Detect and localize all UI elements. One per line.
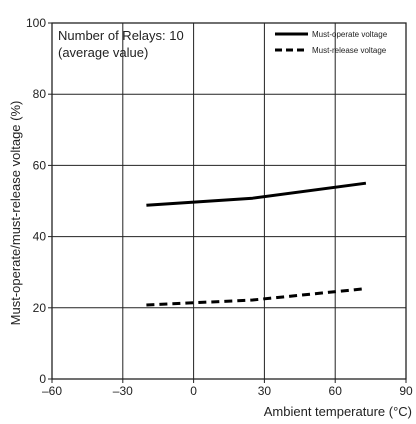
series-layer (146, 181, 367, 307)
annotation-relay-count: Number of Relays: 10 (58, 28, 184, 43)
y-tick-labels: 0 20 40 60 80 100 (26, 16, 52, 386)
legend: Must-operate voltage Must-release voltag… (275, 30, 388, 55)
x-tick-label-1: –30 (113, 384, 133, 398)
annotation-average: (average value) (58, 45, 148, 60)
x-tick-label-2: 0 (190, 384, 197, 398)
grid-lines (52, 23, 406, 379)
legend-label-must-release: Must-release voltage (312, 46, 387, 55)
y-tick-label-0: 0 (39, 372, 46, 386)
y-tick-label-4: 80 (33, 87, 47, 101)
plot-frame (51, 22, 407, 380)
series-line-must-operate (146, 181, 367, 207)
x-tick-label-0: –60 (42, 384, 62, 398)
x-tick-label-5: 90 (399, 384, 413, 398)
x-tick-label-3: 30 (258, 384, 272, 398)
y-axis-label: Must-operate/must-release voltage (%) (8, 101, 23, 326)
series-line-must-release (146, 287, 367, 307)
y-tick-label-1: 20 (33, 301, 47, 315)
y-tick-label-5: 100 (26, 16, 46, 30)
x-tick-label-4: 60 (329, 384, 343, 398)
x-axis-label: Ambient temperature (°C) (264, 404, 412, 419)
y-tick-label-2: 40 (33, 230, 47, 244)
x-tick-labels: –60 –30 0 30 60 90 (42, 379, 413, 398)
y-tick-label-3: 60 (33, 158, 47, 172)
legend-label-must-operate: Must-operate voltage (312, 30, 388, 39)
